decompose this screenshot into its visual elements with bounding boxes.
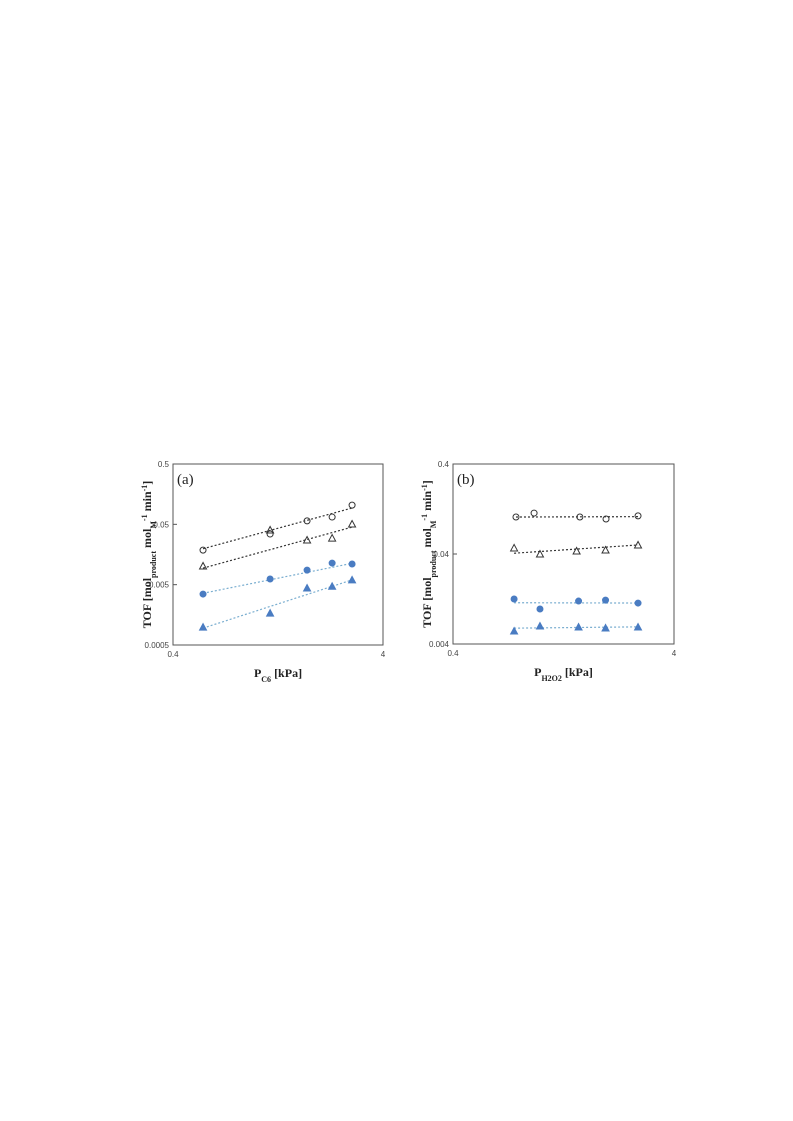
y-tick-label: 0.5 — [158, 460, 170, 469]
marker — [536, 605, 544, 613]
panel-label: (a) — [177, 472, 194, 488]
marker — [198, 561, 208, 570]
marker — [601, 545, 610, 554]
x-tick-label: 0.4 — [447, 649, 459, 658]
y-tick-label: 0.04 — [433, 550, 449, 559]
ylabel-part: ] — [420, 480, 434, 484]
marker — [572, 546, 581, 555]
ylabel-part: TOF [mol — [420, 577, 434, 628]
marker — [328, 513, 336, 521]
xlabel-part: C6 — [261, 675, 271, 684]
marker — [576, 513, 584, 521]
y-tick-label: 0.004 — [429, 640, 450, 649]
x-tick-label: 4 — [381, 650, 386, 659]
marker — [348, 560, 356, 568]
y-tick-label: 0.005 — [149, 581, 170, 590]
marker — [348, 501, 356, 509]
marker — [302, 583, 312, 592]
marker — [512, 513, 520, 521]
y-tick-label: 0.05 — [153, 520, 169, 529]
marker — [198, 622, 208, 631]
ylabel-part: -1 — [420, 514, 429, 521]
marker — [574, 622, 583, 631]
xlabel-part: H2O2 — [541, 674, 561, 683]
plot-frame — [452, 463, 675, 645]
ylabel-part: min — [420, 491, 434, 514]
ylabel-part: M — [149, 521, 158, 529]
ylabel-part: -1 — [420, 484, 429, 491]
fit-line — [202, 526, 353, 569]
xlabel-part: [kPa] — [271, 666, 302, 680]
ylabel-part: product — [429, 550, 438, 577]
marker — [575, 597, 583, 605]
ylabel-part: product — [149, 551, 158, 578]
marker — [634, 599, 642, 607]
ylabel-part: mol — [420, 527, 434, 550]
marker — [328, 559, 336, 567]
marker — [327, 581, 337, 590]
xlabel-part: [kPa] — [562, 665, 593, 679]
marker — [347, 575, 357, 584]
fit-line — [202, 507, 353, 550]
marker — [303, 566, 311, 574]
marker — [266, 530, 274, 538]
y-tick-label: 0.0005 — [145, 641, 170, 650]
marker — [509, 543, 519, 552]
ylabel: TOF [molproduct molM-1 min-1] — [420, 480, 438, 628]
fit-line — [202, 562, 353, 594]
marker — [347, 519, 357, 528]
ylabel-part: mol — [140, 528, 154, 551]
marker — [602, 596, 610, 604]
marker — [302, 535, 312, 544]
xlabel-part: P — [534, 665, 541, 679]
y-tick-label: 0.4 — [438, 460, 450, 469]
marker — [303, 517, 311, 525]
marker — [265, 608, 275, 617]
marker — [265, 525, 275, 534]
marker — [535, 621, 545, 630]
marker — [266, 575, 274, 583]
marker — [602, 515, 610, 523]
chart: 0.0005 0.005 0.05 0.5 0.4 4 (a) PC6 [kPa] TOF [m… — [140, 460, 386, 684]
chart: 0.004 0.04 0.4 0.4 4 (b) PH2O2 [kPa] TOF [molpr… — [420, 460, 677, 683]
ylabel-part: ] — [140, 481, 154, 485]
xlabel-part: P — [254, 666, 261, 680]
marker — [530, 509, 538, 517]
marker — [510, 595, 518, 603]
marker — [535, 549, 545, 558]
marker — [634, 512, 642, 520]
marker — [601, 623, 610, 632]
ylabel-part: M — [429, 520, 438, 528]
marker — [509, 626, 519, 635]
plot-frame — [172, 463, 384, 646]
marker — [327, 533, 337, 542]
ylabel-part: -1 — [140, 514, 149, 521]
x-tick-label: 4 — [672, 649, 677, 658]
marker — [199, 546, 207, 554]
xlabel: PH2O2 [kPa] — [534, 665, 593, 683]
marker — [633, 622, 643, 631]
xlabel: PC6 [kPa] — [254, 666, 302, 684]
ylabel: TOF [molproduct molM-1 min-1] — [140, 481, 158, 629]
fit-line — [514, 544, 639, 554]
marker — [633, 540, 643, 549]
marker — [199, 590, 207, 598]
ylabel-part: min — [140, 491, 154, 514]
x-tick-label: 0.4 — [167, 650, 179, 659]
ylabel-part: TOF [mol — [140, 577, 154, 628]
ylabel-part: -1 — [140, 485, 149, 492]
panel-label: (b) — [457, 472, 475, 488]
